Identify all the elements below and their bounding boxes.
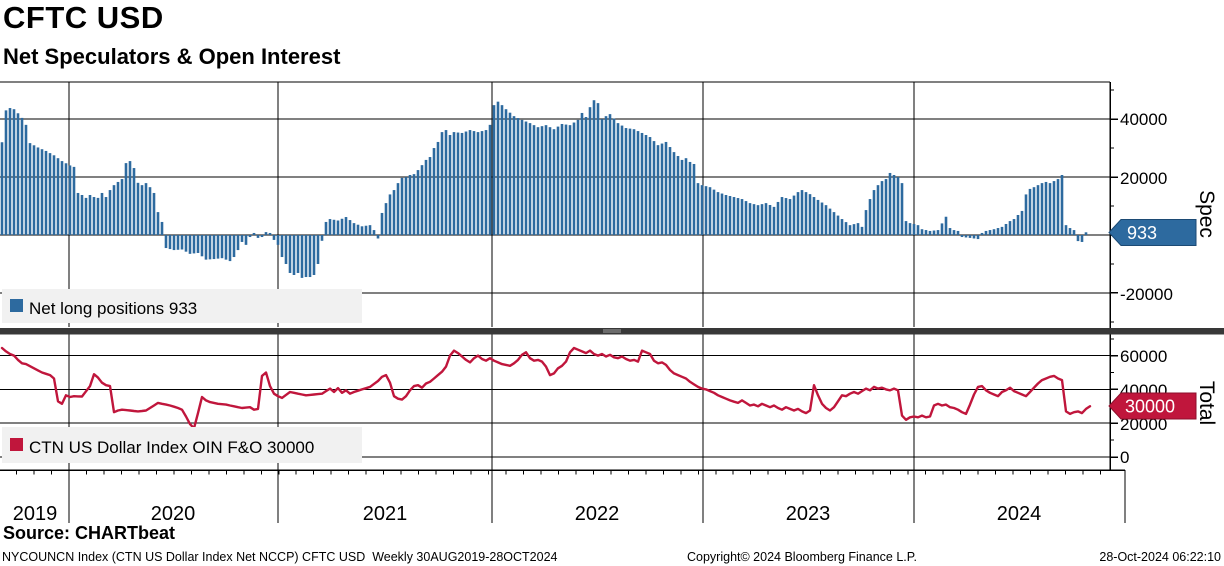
spec-value-tag: 933 [1108, 219, 1197, 246]
footer-copyright: Copyright© 2024 Bloomberg Finance L.P. [687, 550, 917, 564]
spec-tick-label-40000: 40000 [1120, 110, 1167, 129]
legend-swatch-red [10, 438, 23, 451]
legend-open-interest: CTN US Dollar Index OIN F&O 30000 [2, 427, 362, 463]
spec-value-tag-text: 933 [1127, 223, 1157, 243]
panel-divider-handle[interactable] [603, 329, 621, 333]
x-year-label-2023: 2023 [786, 503, 831, 525]
footer-timestamp: 28-Oct-2024 06:22:10 [1099, 550, 1221, 564]
x-year-label-2022: 2022 [575, 503, 620, 525]
net-long-positions-bars [0, 100, 1088, 278]
total-tick-label-20000: 20000 [1120, 415, 1167, 434]
total-value-tag: 30000 [1108, 392, 1197, 420]
total-axis-label: Total [1195, 381, 1218, 425]
x-year-label-2024: 2024 [997, 503, 1042, 525]
total-tick-label-0: 0 [1120, 448, 1129, 467]
source-label: Source: CHARTbeat [3, 523, 176, 543]
spec-tick-label-neg20000: -20000 [1120, 285, 1173, 304]
open-interest-line [0, 346, 1092, 430]
page-title: CFTC USD [3, 0, 164, 35]
legend-open-interest-label: CTN US Dollar Index OIN F&O 30000 [29, 438, 314, 457]
footer-index-info: NYCOUNCN Index (CTN US Dollar Index Net … [2, 550, 558, 564]
legend-net-long-label: Net long positions 933 [29, 299, 197, 318]
x-year-label-2020: 2020 [151, 503, 196, 525]
spec-tick-label-20000: 20000 [1120, 169, 1167, 188]
axes-and-ticks [0, 82, 1126, 523]
legend-net-long-positions: Net long positions 933 [2, 289, 362, 323]
spec-axis-label: Spec [1195, 190, 1218, 238]
page-subtitle: Net Speculators & Open Interest [3, 44, 341, 69]
x-year-label-2021: 2021 [363, 503, 408, 525]
x-year-label-2019: 2019 [13, 503, 58, 525]
panel-divider [0, 328, 1224, 335]
total-value-tag-text: 30000 [1125, 397, 1175, 417]
legend-swatch-blue [10, 299, 23, 312]
total-tick-label-60000: 60000 [1120, 347, 1167, 366]
